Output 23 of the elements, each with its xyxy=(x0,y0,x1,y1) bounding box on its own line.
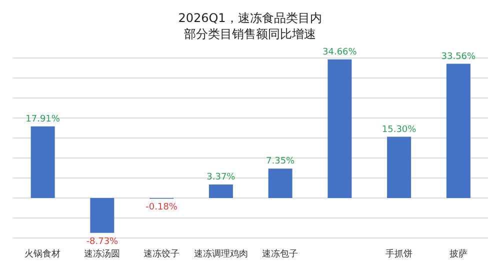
bar xyxy=(446,64,470,198)
data-label: 17.91% xyxy=(26,114,60,124)
data-label: 33.56% xyxy=(441,52,476,62)
x-tick-label: 速冻调理鸡肉 xyxy=(194,248,248,260)
bar xyxy=(328,59,352,198)
data-label: 34.66% xyxy=(322,47,358,58)
bar xyxy=(90,198,114,233)
data-label: -8.73% xyxy=(86,236,119,247)
x-tick-label: 速冻汤圆 xyxy=(84,248,120,260)
bar xyxy=(208,184,233,198)
data-label: -0.18% xyxy=(146,202,178,213)
bar xyxy=(268,168,292,198)
bar xyxy=(387,136,412,198)
x-tick-label: 速冻包子 xyxy=(262,248,298,260)
data-label: 7.35% xyxy=(266,156,296,167)
data-label: 3.37% xyxy=(206,172,236,183)
bar xyxy=(30,126,55,198)
chart-title: 2026Q1，速冻食品类目内部分类目销售额同比增速 xyxy=(177,10,323,42)
data-label: 15.30% xyxy=(382,124,417,135)
x-tick-label: 手抓饼 xyxy=(385,248,412,260)
x-tick-label: 速冻饺子 xyxy=(143,248,180,260)
x-tick-label: 披萨 xyxy=(449,248,468,260)
x-tick-label: 火锅食材 xyxy=(24,248,61,260)
